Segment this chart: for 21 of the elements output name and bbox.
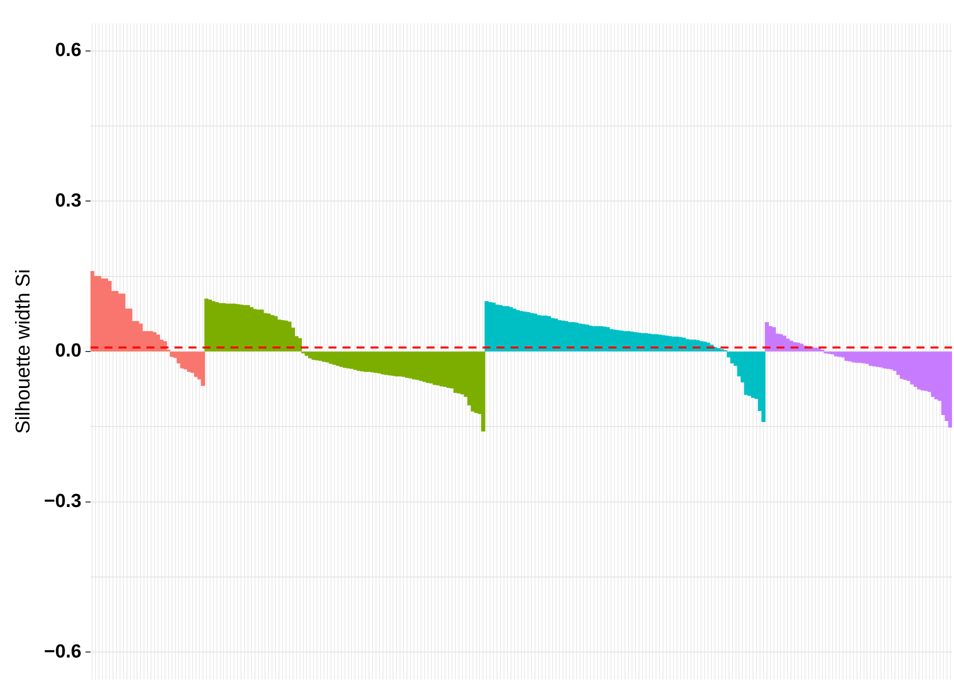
- bar: [830, 352, 835, 354]
- bar: [716, 348, 721, 352]
- y-tick-label: 0.6: [55, 40, 82, 62]
- y-tick-label: 0.3: [55, 190, 82, 212]
- y-axis-title: Silhouette width Si: [12, 269, 35, 434]
- bar: [948, 352, 952, 428]
- bar: [799, 344, 804, 352]
- bar: [128, 308, 132, 352]
- bar: [156, 334, 160, 352]
- bar: [834, 352, 838, 356]
- bar: [200, 352, 206, 386]
- bar: [481, 352, 486, 432]
- y-tick-label: −0.6: [44, 641, 82, 662]
- y-tick-label: −0.3: [44, 491, 82, 512]
- bar: [761, 352, 766, 422]
- bar: [816, 348, 821, 352]
- bar: [298, 338, 302, 352]
- bar: [837, 352, 842, 357]
- bar: [840, 352, 846, 358]
- y-tick-label: 0.0: [55, 340, 82, 362]
- bar: [304, 352, 309, 356]
